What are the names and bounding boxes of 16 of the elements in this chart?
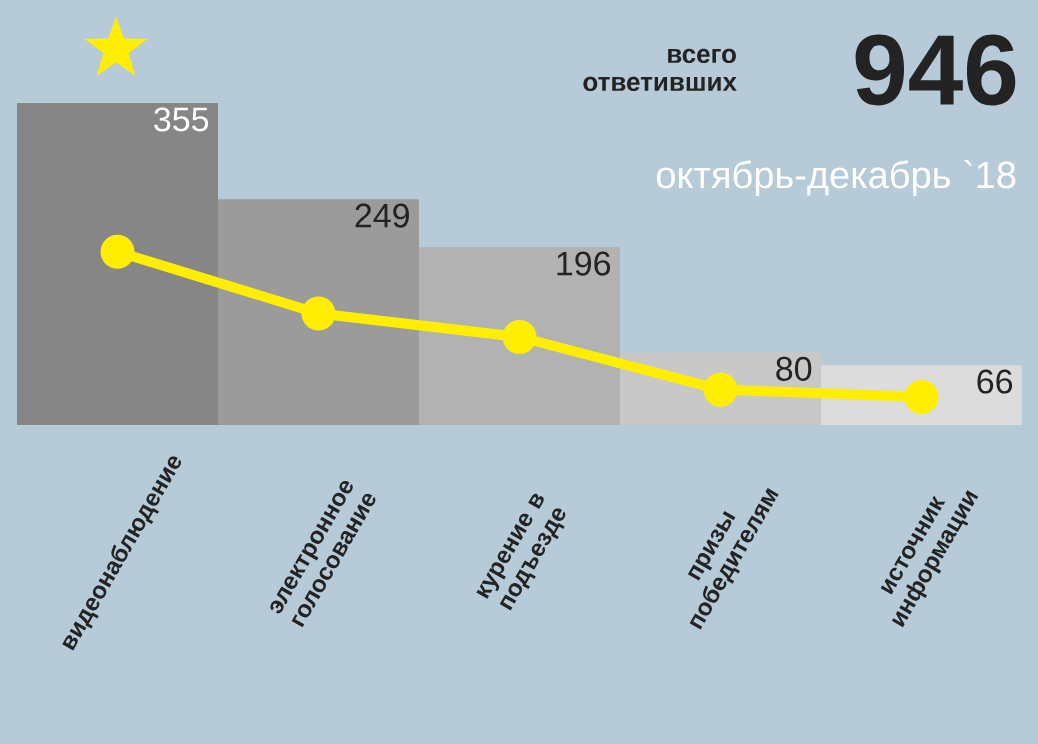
data-label: 66 bbox=[977, 369, 1013, 394]
text: всего ответивших bbox=[583, 48, 737, 92]
point bbox=[502, 320, 537, 355]
point bbox=[904, 379, 939, 414]
data-label: 80 bbox=[776, 356, 812, 381]
point bbox=[703, 372, 738, 407]
bar bbox=[419, 247, 620, 425]
point bbox=[301, 296, 336, 331]
data-label: 249 bbox=[355, 203, 409, 228]
annotation: 946 bbox=[855, 34, 1016, 106]
point bbox=[100, 234, 135, 269]
data-label: 196 bbox=[557, 251, 611, 276]
text: октябрь-декабрь `18 bbox=[656, 160, 1016, 196]
bar bbox=[17, 102, 218, 425]
data-label: 355 bbox=[154, 107, 209, 132]
bar bbox=[218, 199, 419, 425]
